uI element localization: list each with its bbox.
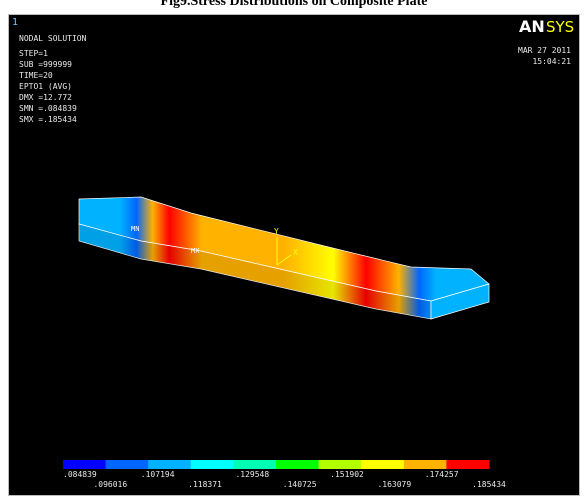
window-number: 1 xyxy=(12,17,18,28)
logo-right: SYS xyxy=(546,18,574,36)
legend-swatch xyxy=(233,460,276,469)
legend-swatch xyxy=(191,460,234,469)
legend-swatch xyxy=(148,460,191,469)
info-line: STEP=1 xyxy=(19,49,48,58)
legend-label: .118371 xyxy=(188,480,222,489)
legend-swatch xyxy=(361,460,404,469)
legend-label: .140725 xyxy=(283,480,317,489)
info-line: SUB =999999 xyxy=(19,60,72,69)
legend-swatch xyxy=(276,460,319,469)
info-line: DMX =12.772 xyxy=(19,93,72,102)
legend-label: .151902 xyxy=(330,470,364,479)
caption: Fig9.Stress Distributions on Composite P… xyxy=(0,0,588,10)
legend-swatch xyxy=(446,460,489,469)
legend-label: .129548 xyxy=(235,470,269,479)
logo-left: AN xyxy=(519,17,545,36)
legend-swatch xyxy=(106,460,149,469)
date: MAR 27 2011 xyxy=(518,46,571,55)
info-line: EPTO1 (AVG) xyxy=(19,82,72,91)
legend-label: .096016 xyxy=(93,480,127,489)
time: 15:04:21 xyxy=(532,57,571,66)
legend-label: .084839 xyxy=(63,470,97,479)
legend-label: .163079 xyxy=(377,480,411,489)
legend-swatch xyxy=(319,460,362,469)
page: {"caption": "Fig9.Stress Distributions o… xyxy=(0,0,588,502)
axis-label: Y xyxy=(274,227,279,236)
legend-label: .174257 xyxy=(425,470,459,479)
info-line: NODAL SOLUTION xyxy=(19,34,87,43)
legend-swatch xyxy=(404,460,447,469)
legend-label: .107194 xyxy=(141,470,175,479)
info-line: SMX =.185434 xyxy=(19,115,77,124)
axis-label: X xyxy=(293,248,298,257)
legend-label: .185434 xyxy=(472,480,506,489)
legend-swatch xyxy=(63,460,106,469)
min-marker: MN xyxy=(131,225,139,233)
info-line: TIME=20 xyxy=(19,71,53,80)
max-marker: MX xyxy=(191,247,200,255)
info-line: SMN =.084839 xyxy=(19,104,77,113)
